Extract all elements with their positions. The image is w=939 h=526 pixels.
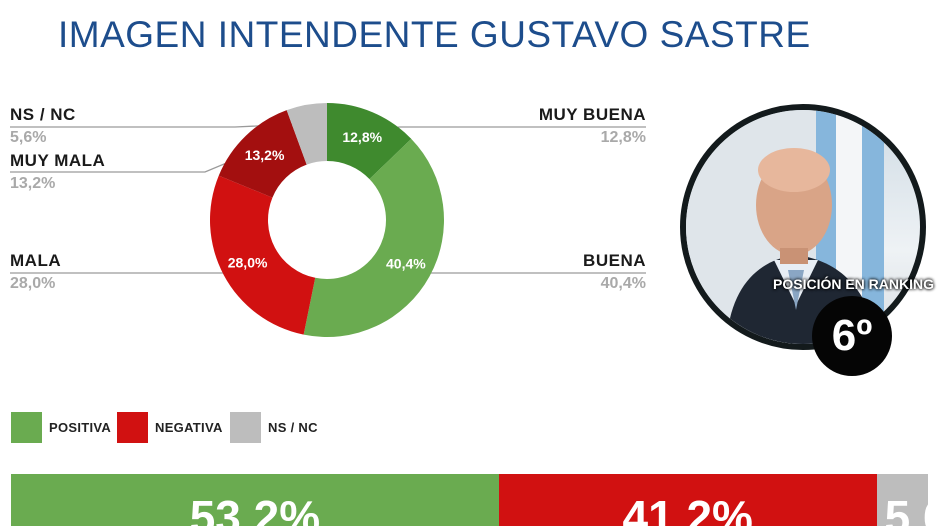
callout-muy-buena-name: MUY BUENA (538, 105, 646, 124)
callout-mala-value: 28,0% (10, 275, 56, 292)
donut-slice-muy-mala (218, 110, 307, 198)
legend-swatch-negativa (117, 412, 148, 443)
callout-muy-buena: MUY BUENA 12,8% (520, 105, 646, 147)
legend-label-negativa: NEGATIVA (155, 420, 223, 435)
donut-slice-label: 13,2% (245, 147, 285, 163)
donut-slice-label: 12,8% (342, 129, 382, 145)
bar-segment-label: 41,2% (622, 491, 753, 526)
donut-slice-mala (209, 175, 316, 335)
legend-swatch-ns-nc (230, 412, 261, 443)
bar-segment-label: 5,6% (884, 491, 928, 526)
callout-buena-value: 40,4% (600, 275, 646, 292)
legend-swatch-positiva (11, 412, 42, 443)
legend-item-positiva: POSITIVA (11, 412, 111, 443)
legend-label-ns-nc: NS / NC (268, 420, 318, 435)
callout-muy-mala-name: MUY MALA (10, 151, 106, 170)
callout-ns-nc-value: 5,6% (10, 129, 47, 146)
legend-item-negativa: NEGATIVA (117, 412, 223, 443)
ranking-badge: 6º (812, 296, 892, 376)
donut-slice-label: 40,4% (386, 255, 426, 271)
donut-slice-ns-nc (286, 103, 327, 165)
bar-segment-positiva: 53,2% (11, 474, 499, 526)
callout-ns-nc: NS / NC 5,6% (10, 105, 76, 147)
stacked-summary-bar: 53,2% 41,2% 5,6% (11, 474, 928, 526)
callout-muy-mala: MUY MALA 13,2% (10, 151, 105, 193)
bar-segment-label: 53,2% (189, 491, 321, 526)
legend-label-positiva: POSITIVA (49, 420, 112, 435)
ranking-label: POSICIÓN EN RANKING (773, 276, 935, 292)
legend-item-ns-nc: NS / NC (230, 412, 318, 443)
donut-slice-muy-buena (327, 103, 412, 180)
callout-buena: BUENA 40,4% (520, 251, 646, 293)
donut-slice-labels: 12,8% 40,4% 28,0% 13,2% (228, 129, 427, 271)
callout-buena-name: BUENA (583, 251, 646, 270)
donut-chart: 12,8% 40,4% 28,0% 13,2% (10, 103, 646, 337)
bar-segment-ns-nc: 5,6% (876, 474, 928, 526)
donut-slice-buena (303, 138, 445, 337)
bar-segment-negativa: 41,2% (498, 474, 877, 526)
callout-mala: MALA 28,0% (10, 251, 61, 293)
donut-slices (209, 103, 445, 337)
callout-mala-name: MALA (10, 251, 62, 270)
mayor-portrait (680, 104, 926, 350)
callout-ns-nc-name: NS / NC (10, 105, 76, 124)
page-title: IMAGEN INTENDENTE GUSTAVO SASTRE (58, 14, 811, 55)
donut-slice-label: 28,0% (228, 254, 268, 270)
callout-muy-buena-value: 12,8% (600, 129, 646, 146)
callout-muy-mala-value: 13,2% (10, 175, 56, 192)
